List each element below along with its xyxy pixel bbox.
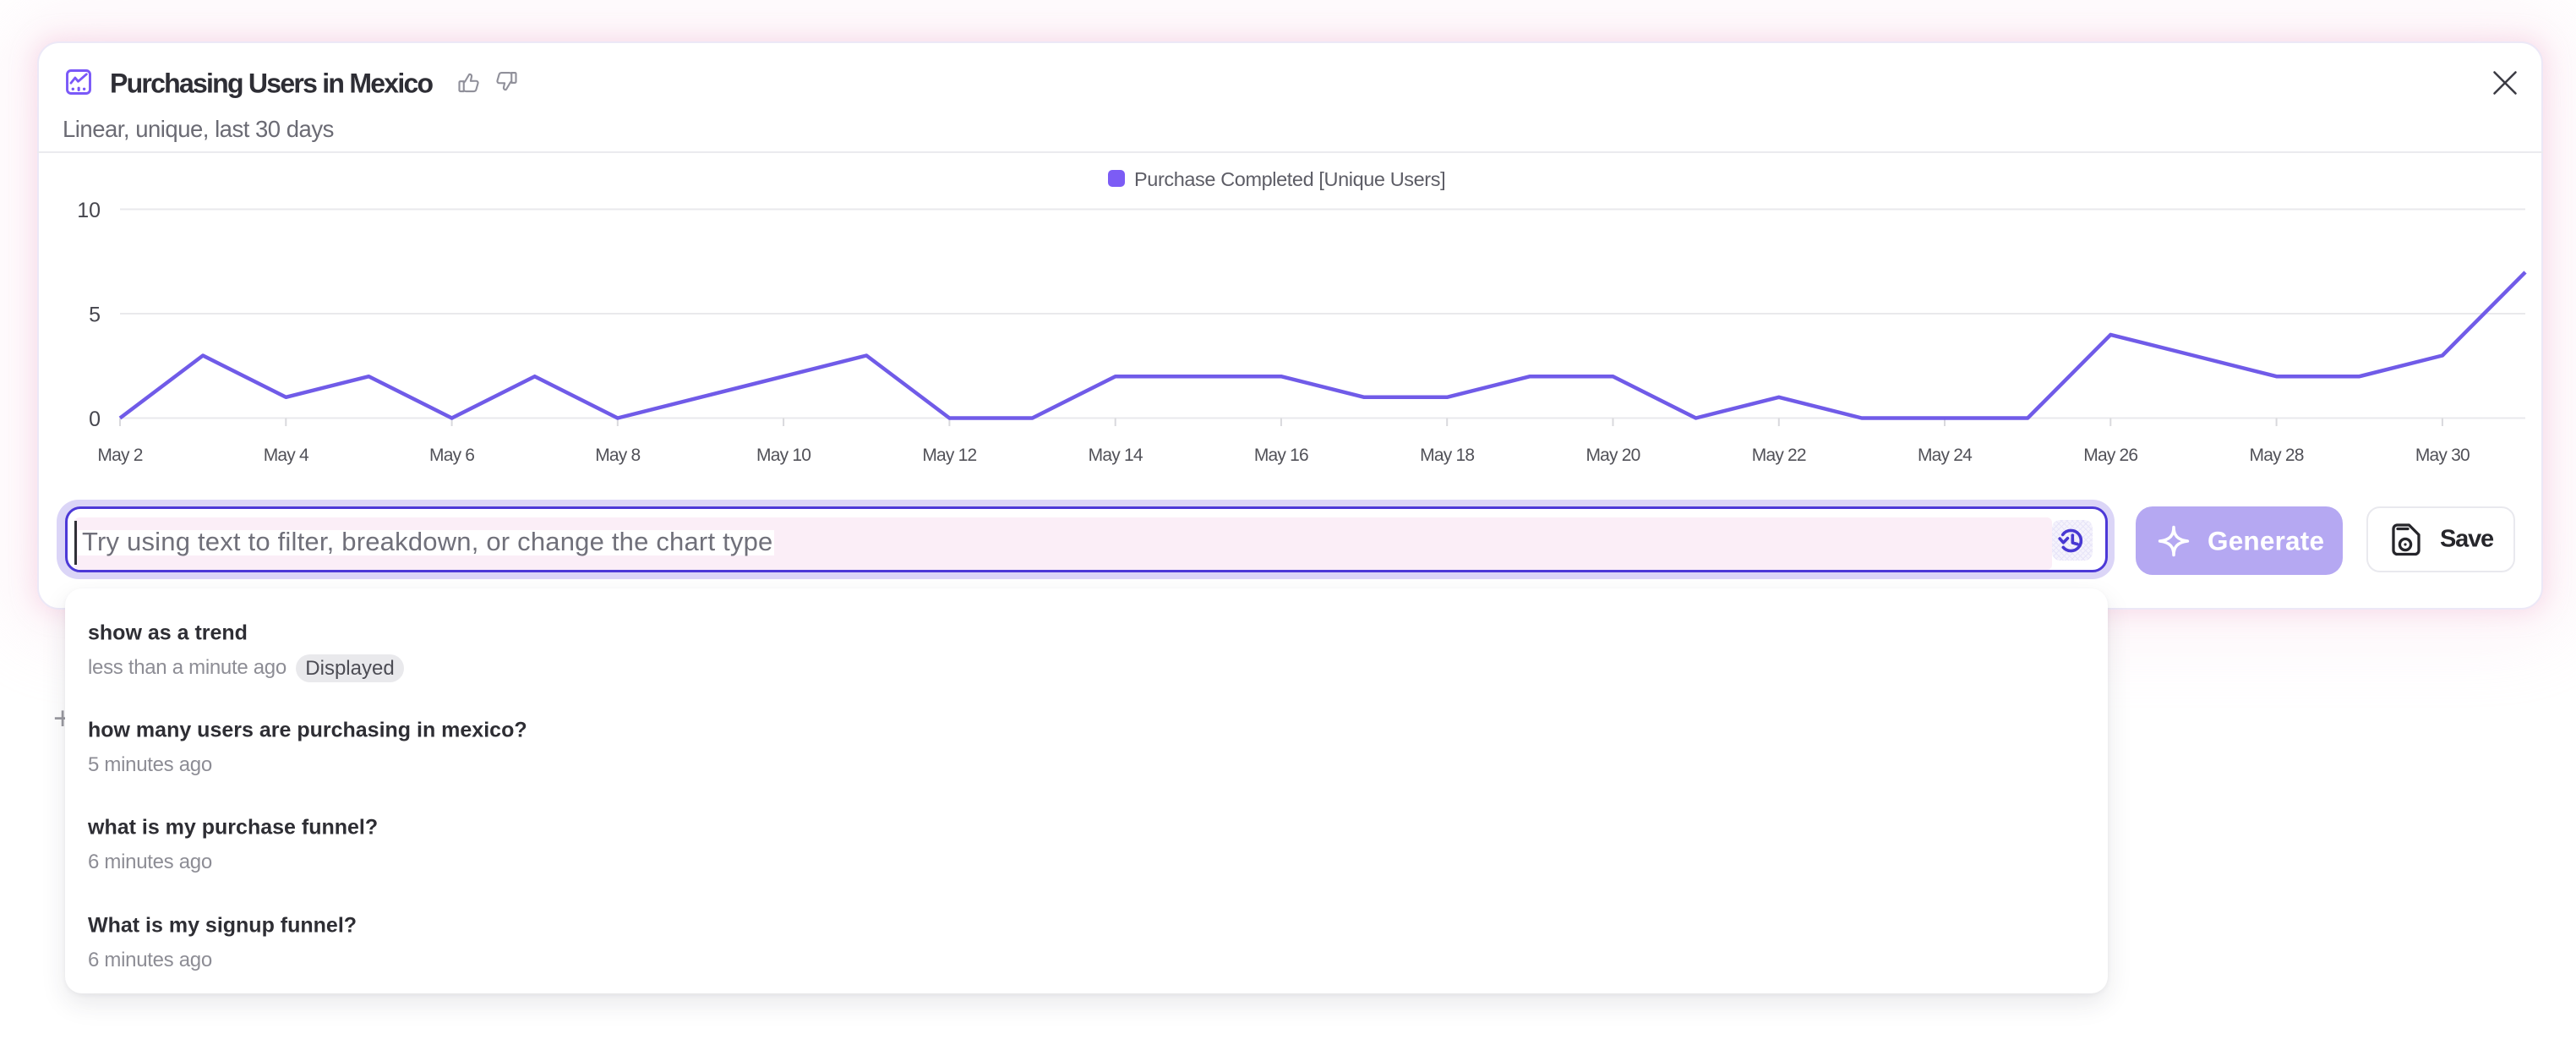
svg-text:May 14: May 14 <box>1089 446 1143 465</box>
svg-text:5: 5 <box>89 304 101 327</box>
svg-text:May 2: May 2 <box>97 446 142 465</box>
svg-text:May 30: May 30 <box>2415 446 2470 465</box>
svg-text:May 6: May 6 <box>429 446 474 465</box>
svg-text:May 24: May 24 <box>1918 446 1973 465</box>
svg-text:May 18: May 18 <box>1420 446 1474 465</box>
svg-text:Purchase Completed [Unique Use: Purchase Completed [Unique Users] <box>1134 168 1445 190</box>
svg-text:0: 0 <box>89 408 101 431</box>
svg-text:May 8: May 8 <box>595 446 640 465</box>
svg-text:May 20: May 20 <box>1585 446 1640 465</box>
svg-text:May 10: May 10 <box>756 446 810 465</box>
svg-text:May 28: May 28 <box>2250 446 2304 465</box>
svg-text:May 4: May 4 <box>264 446 309 465</box>
svg-text:May 16: May 16 <box>1254 446 1308 465</box>
svg-text:May 12: May 12 <box>922 446 976 465</box>
svg-text:May 26: May 26 <box>2083 446 2137 465</box>
svg-text:10: 10 <box>77 199 101 222</box>
svg-text:May 22: May 22 <box>1752 446 1806 465</box>
